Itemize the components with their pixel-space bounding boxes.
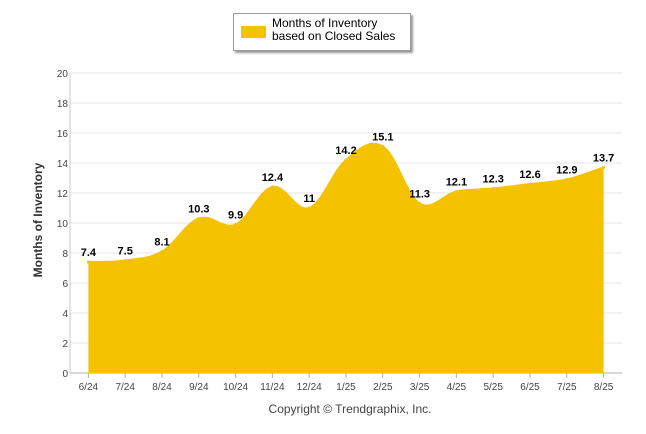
data-label: 13.7 <box>593 153 614 165</box>
data-point <box>491 187 495 190</box>
x-tick-label: 4/25 <box>447 382 467 393</box>
x-tick-label: 1/25 <box>336 382 356 393</box>
y-axis-ticks: 0 2 4 6 8 10 12 14 16 18 20 <box>57 69 69 380</box>
y-tick-label: 2 <box>62 339 68 350</box>
x-tick-label: 7/24 <box>115 382 135 393</box>
legend-swatch <box>241 26 266 38</box>
x-tick-label: 7/25 <box>557 382 577 393</box>
copyright-footer: Copyright © Trendgraphix, Inc. <box>268 402 432 416</box>
data-label: 12.1 <box>446 177 467 189</box>
data-labels: 7.4 7.5 8.1 10.3 9.9 12.4 11 14.2 15.1 11.3 12.1 12… <box>81 132 615 260</box>
data-point <box>344 158 348 162</box>
legend[interactable]: Months of Inventory based on Closed Sale… <box>233 13 411 51</box>
x-tick-label: 2/25 <box>373 382 393 393</box>
data-point <box>381 145 385 148</box>
y-tick-label: 0 <box>62 369 68 380</box>
data-label: 9.9 <box>228 210 243 222</box>
data-point <box>307 206 311 210</box>
data-point <box>454 190 458 193</box>
x-tick-label: 6/25 <box>520 382 540 393</box>
data-point <box>160 250 164 253</box>
data-label: 12.3 <box>482 174 503 186</box>
data-label: 15.1 <box>372 132 393 144</box>
data-point <box>197 217 201 220</box>
x-tick-label: 11/24 <box>260 382 285 393</box>
data-point <box>270 185 274 189</box>
data-label: 11 <box>303 193 315 205</box>
data-label: 11.3 <box>409 189 430 201</box>
x-tick-label: 3/25 <box>410 382 430 393</box>
data-label: 7.5 <box>118 246 133 258</box>
y-tick-label: 10 <box>57 219 69 230</box>
legend-label: Months of Inventory based on Closed Sale… <box>272 16 396 43</box>
data-label: 8.1 <box>154 237 169 249</box>
data-point <box>528 182 532 186</box>
x-tick-label: 10/24 <box>223 382 248 393</box>
data-point <box>123 259 127 262</box>
y-tick-label: 14 <box>57 159 69 170</box>
y-tick-label: 16 <box>57 129 69 140</box>
data-point <box>602 166 606 169</box>
data-point <box>86 260 90 264</box>
y-tick-label: 18 <box>57 99 69 110</box>
data-label: 14.2 <box>335 145 356 157</box>
x-tick-label: 9/24 <box>189 382 209 393</box>
y-axis-title: Months of Inventory <box>31 162 45 278</box>
x-tick-label: 8/25 <box>594 382 614 393</box>
x-axis-ticks: 6/24 7/24 8/24 9/24 10/24 11/24 12/24 1/25 2/25 3… <box>79 373 614 393</box>
data-point <box>234 223 238 226</box>
data-point <box>418 202 422 205</box>
x-tick-label: 6/24 <box>79 382 99 393</box>
data-label: 12.6 <box>519 169 540 181</box>
area-series <box>86 142 606 373</box>
data-label: 12.4 <box>262 172 284 184</box>
y-tick-label: 12 <box>57 189 69 200</box>
y-tick-label: 20 <box>57 69 69 80</box>
y-tick-label: 4 <box>62 309 68 320</box>
x-tick-label: 12/24 <box>297 382 322 393</box>
x-tick-label: 8/24 <box>152 382 172 393</box>
data-point <box>565 178 569 181</box>
x-tick-label: 5/25 <box>483 382 503 393</box>
data-label: 12.9 <box>556 165 577 177</box>
y-tick-label: 6 <box>62 279 68 290</box>
area-fill <box>88 143 604 373</box>
y-tick-label: 8 <box>62 249 68 260</box>
data-label: 10.3 <box>188 204 209 216</box>
data-label: 7.4 <box>81 247 97 259</box>
